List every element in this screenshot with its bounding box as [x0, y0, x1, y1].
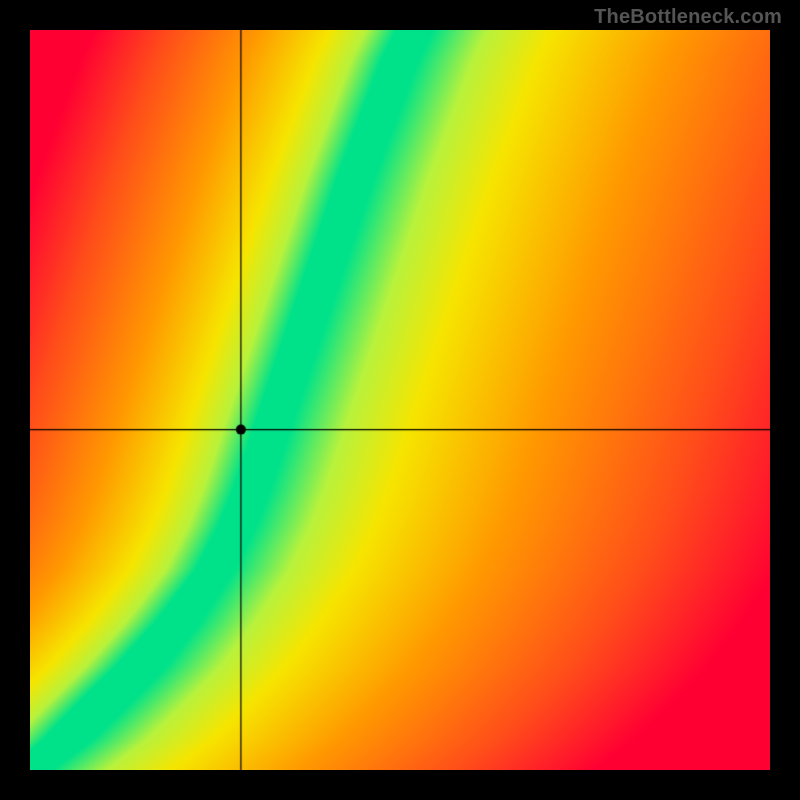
heatmap-plot: [30, 30, 770, 770]
heatmap-canvas: [30, 30, 770, 770]
watermark-text: TheBottleneck.com: [594, 6, 782, 29]
